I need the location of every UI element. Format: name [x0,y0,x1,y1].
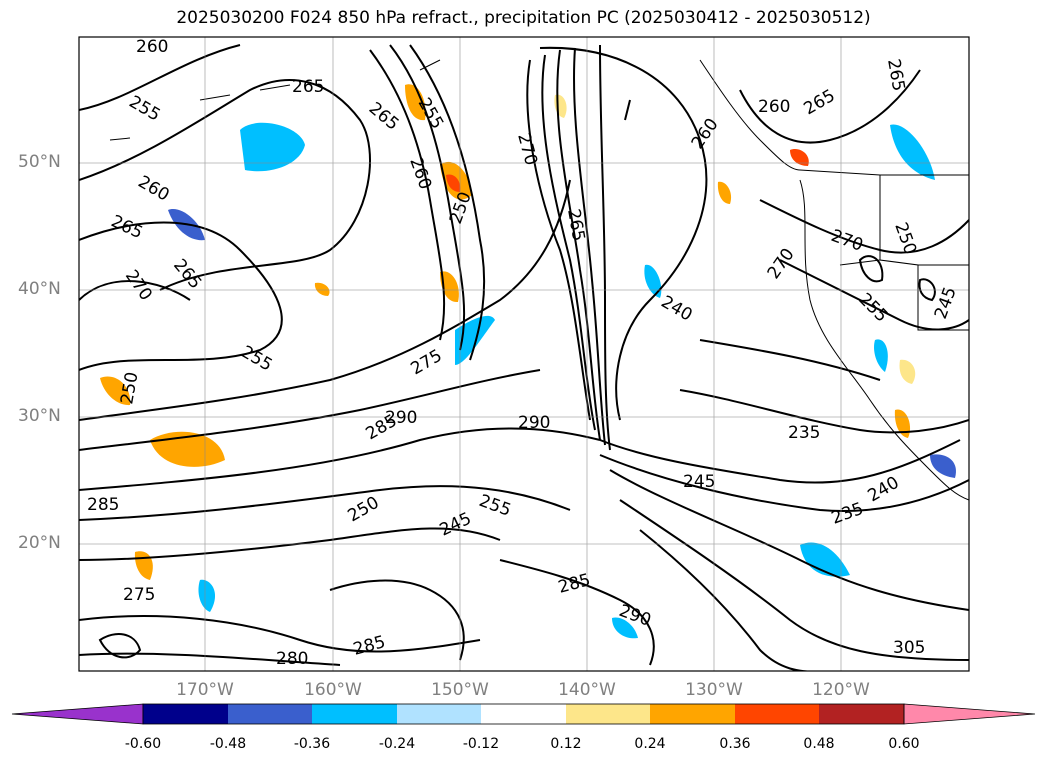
lon-label: 160°W [304,680,362,700]
colorbar-tick: -0.24 [378,736,416,752]
colorbar-tick: 0.36 [719,736,751,752]
precip-patch-orange [717,181,732,204]
colorbar-swatch [566,704,650,724]
colorbar-tick: -0.12 [462,736,500,752]
precip-patch-blue [240,122,305,172]
colorbar-swatch [228,704,312,724]
precip-patch-blue [874,339,888,372]
lat-label: 30°N [18,406,61,426]
precip-patch-blue [930,454,956,478]
contour-label: 265 [292,77,324,97]
precip-patch-yellow [899,359,916,384]
contour-label: 280 [276,649,308,669]
contour-label: 245 [683,472,715,492]
contour-label: 290 [385,408,417,428]
precipitation-shading [100,84,956,639]
precip-patch-red [446,174,461,192]
colorbar-swatch [481,704,566,724]
precip-patch-orange [440,271,459,303]
contour-label: 285 [87,495,119,515]
precip-patch-orange [150,431,225,467]
colorbar-tick: 0.24 [634,736,666,752]
precip-patch-yellow [894,409,911,438]
precip-patch-blue [612,617,638,639]
colorbar-swatch [397,704,481,724]
colorbar-tick: -0.48 [209,736,247,752]
lon-label: 120°W [812,680,870,700]
colorbar-tick: 0.12 [550,736,582,752]
contour-label: 260 [758,97,790,117]
lon-label: 170°W [176,680,234,700]
lat-label: 20°N [18,533,61,553]
contour-label: 305 [893,638,925,658]
colorbar-swatch [143,704,228,724]
colorbar-swatch [735,704,819,724]
colorbar-swatch [312,704,397,724]
refractivity-contours [79,44,969,671]
precip-patch-yellow [314,282,330,296]
colorbar-tick: 0.60 [888,736,920,752]
coastlines [109,59,969,501]
precip-patch-orange [790,149,809,166]
colorbar-extend-min [11,703,144,725]
colorbar-tick: -0.36 [293,736,331,752]
precip-patch-orange [405,84,426,121]
graticule [79,37,969,671]
contour-label: 290 [518,413,550,433]
lon-label: 140°W [558,680,616,700]
map-title: 2025030200 F024 850 hPa refract., precip… [176,8,871,28]
lat-label: 50°N [18,152,61,172]
contour-label: 235 [788,423,820,443]
colorbar [11,703,1036,725]
colorbar-tick: 0.48 [803,736,835,752]
precip-patch-blue [800,542,850,577]
contour-label: 260 [136,37,168,57]
lon-label: 130°W [685,680,743,700]
contour-label: 275 [123,585,155,605]
weather-map: 260 265 255 255 265 260 250 270 265 260 … [78,36,970,672]
precip-patch-blue [198,579,216,612]
colorbar-tick: -0.60 [124,736,162,752]
lat-label: 40°N [18,279,61,299]
colorbar-extend-max [903,703,1036,725]
colorbar-swatch [650,704,735,724]
map-frame [78,36,970,672]
precip-patch-blue [890,124,935,180]
colorbar-swatch [819,704,904,724]
lon-label: 150°W [431,680,489,700]
precip-patch-orange [100,376,131,406]
